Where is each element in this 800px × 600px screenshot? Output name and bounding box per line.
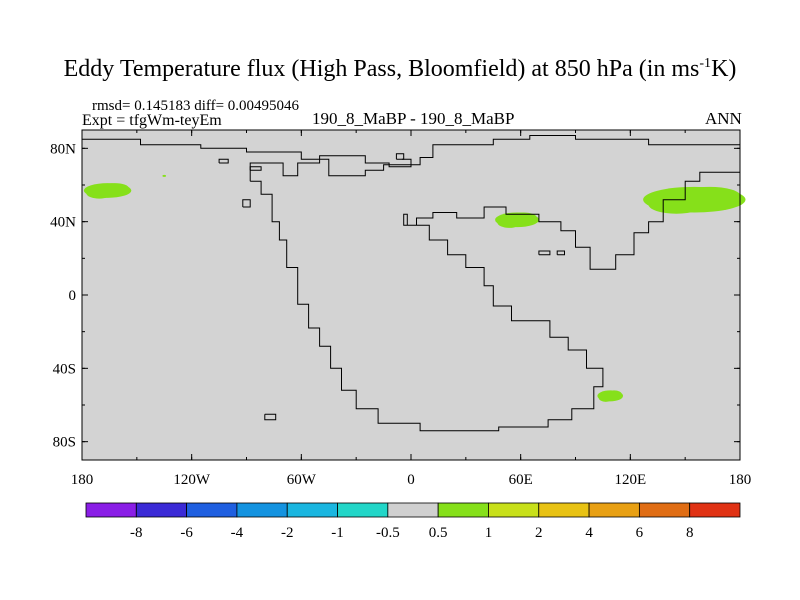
colorbar-label: -8 [130, 525, 143, 541]
x-tick-label: 180 [71, 472, 94, 488]
season-label: ANN [705, 109, 742, 128]
region-pacific-speck [162, 174, 167, 177]
island-outline [242, 199, 251, 208]
region-north-pacific-west [83, 183, 132, 199]
colorbar-swatch [488, 502, 540, 518]
colorbar-label: 0.5 [429, 525, 448, 541]
region-blob-lobe [606, 390, 622, 399]
colorbar-label: 1 [485, 525, 493, 541]
colorbar-swatch [689, 502, 741, 518]
region-blob-lobe [510, 212, 537, 223]
y-tick-label: 80N [50, 141, 76, 157]
experiment-label: Expt = tfgWm-teyEm [82, 112, 222, 129]
y-axis-ticks: 80N 40N 0 40S 80S [50, 141, 740, 451]
region-north-pacific-east [643, 186, 746, 214]
island-outline [395, 153, 405, 160]
region-central-asia [495, 212, 539, 228]
region-blob-lobe [100, 183, 129, 194]
island-outline [538, 250, 551, 256]
supercontinent-coastline [250, 171, 740, 432]
x-tick-label: 60E [509, 472, 533, 488]
colorbar-swatch [387, 502, 439, 518]
colorbar-swatch [437, 502, 489, 518]
coastline-outlines [82, 135, 740, 432]
island-outline [218, 158, 229, 164]
colorbar-swatch [337, 502, 389, 518]
case-comparison-label: 190_8_MaBP - 190_8_MaBP [312, 109, 515, 128]
title-main: Eddy Temperature flux (High Pass, Bloomf… [63, 56, 700, 82]
island-outline [556, 250, 565, 256]
colorbar-label: 4 [585, 525, 593, 541]
region-southern-ocean [597, 390, 624, 402]
colorbar-swatch [85, 502, 137, 518]
colorbar-label: 2 [535, 525, 543, 541]
y-tick-label: 40N [50, 215, 76, 231]
plot-background [82, 130, 740, 460]
rmsd-diff-label: rmsd= 0.145183 diff= 0.00495046 [92, 98, 300, 114]
colorbar-label: -1 [331, 525, 344, 541]
island-outline [264, 413, 277, 421]
island-outline [249, 166, 262, 171]
colorbar: -8 -6 -4 -2 -1 -0.5 0.5 1 2 4 6 8 [85, 502, 741, 541]
x-axis-ticks: 180 120W 60W 0 60E 120E 180 [71, 130, 752, 488]
colorbar-swatch [236, 502, 288, 518]
colorbar-swatch [588, 502, 640, 518]
colorbar-swatch [286, 502, 338, 518]
colorbar-swatch [538, 502, 590, 518]
colorbar-swatch [638, 502, 691, 518]
x-tick-label: 180 [729, 472, 752, 488]
colorbar-label: 6 [636, 525, 644, 541]
north-polar-coastline [82, 135, 740, 177]
colorbar-label: -4 [231, 525, 244, 541]
x-tick-label: 120W [173, 472, 211, 488]
y-tick-label: 0 [69, 288, 77, 304]
chart-title: Eddy Temperature flux (High Pass, Bloomf… [0, 56, 800, 83]
x-tick-label: 120E [614, 472, 646, 488]
colorbar-label: -0.5 [376, 525, 400, 541]
y-tick-label: 80S [53, 435, 76, 451]
positive-flux-regions [83, 174, 746, 402]
northern-coast-segment [249, 155, 412, 182]
x-tick-label: 60W [287, 472, 317, 488]
colorbar-swatch [135, 502, 188, 518]
colorbar-swatch [186, 502, 238, 518]
region-blob [162, 174, 167, 177]
x-tick-label: 0 [407, 472, 415, 488]
region-blob-lobe [678, 186, 741, 205]
title-superscript: -1 [699, 56, 712, 71]
title-end: K) [711, 56, 737, 82]
colorbar-label: 8 [686, 525, 694, 541]
y-tick-label: 40S [53, 361, 76, 377]
colorbar-label: -6 [180, 525, 193, 541]
colorbar-label: -2 [281, 525, 294, 541]
